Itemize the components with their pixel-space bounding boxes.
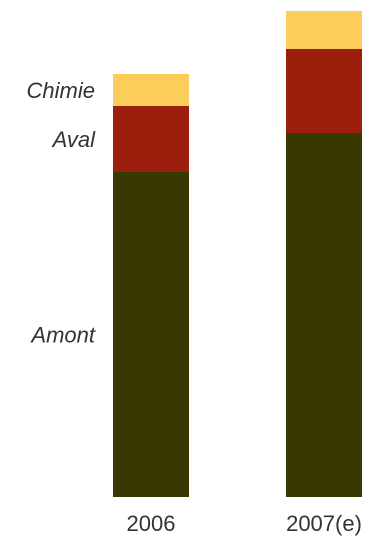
bar-segment-amont-0: [113, 172, 189, 497]
bar-segment-chimie-0: [113, 74, 189, 106]
bar-segment-aval-1: [286, 49, 362, 133]
series-labels-group: Amont Aval Chimie: [27, 78, 97, 348]
bar-segment-chimie-1: [286, 11, 362, 49]
bar-segment-aval-0: [113, 106, 189, 172]
bar-segment-amont-1: [286, 133, 362, 497]
series-label-aval: Aval: [51, 127, 97, 152]
x-tick-label-0: 2006: [127, 511, 176, 536]
series-label-amont: Amont: [29, 323, 95, 348]
x-tick-label-1: 2007(e): [286, 511, 362, 536]
bars-group: [113, 11, 362, 497]
x-axis-tick-labels: 2006 2007(e): [127, 511, 362, 536]
series-label-chimie: Chimie: [27, 78, 95, 103]
